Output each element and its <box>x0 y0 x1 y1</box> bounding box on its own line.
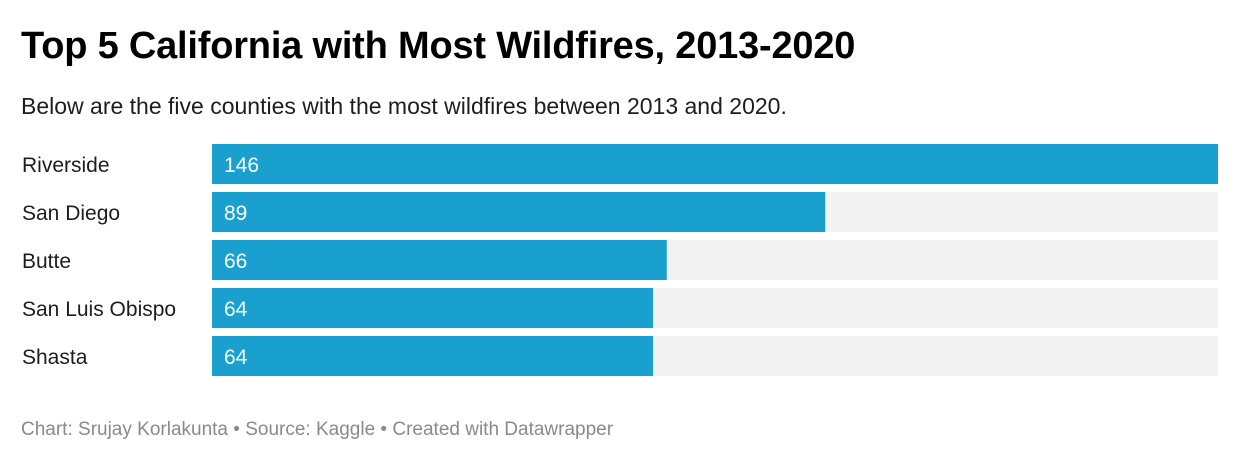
category-label: San Diego <box>22 202 120 225</box>
bar <box>212 288 653 328</box>
footer-separator: • <box>233 419 240 440</box>
bar-row-san-luis-obispo: San Luis Obispo 64 <box>22 288 1218 328</box>
chart-title: Top 5 California with Most Wildfires, 20… <box>21 25 856 67</box>
value-label: 64 <box>224 346 248 369</box>
bar-row-san-diego: San Diego 89 <box>22 192 1218 232</box>
category-label: Shasta <box>22 346 88 369</box>
value-label: 64 <box>224 298 248 321</box>
chart-subtitle: Below are the five counties with the mos… <box>21 93 787 119</box>
bar-row-shasta: Shasta 64 <box>22 336 1218 376</box>
bar <box>212 192 826 232</box>
bar <box>212 336 653 376</box>
category-label: Riverside <box>22 154 110 177</box>
bar-row-butte: Butte 66 <box>22 240 1218 280</box>
category-label: San Luis Obispo <box>22 298 176 321</box>
bar-row-riverside: Riverside 146 <box>22 144 1218 184</box>
value-label: 146 <box>224 154 259 177</box>
value-label: 66 <box>224 250 247 273</box>
bar <box>212 240 667 280</box>
footer-chart-credit: Chart: Srujay Korlakunta <box>21 419 228 440</box>
footer-source: Source: Kaggle <box>245 419 376 440</box>
category-label: Butte <box>22 250 71 273</box>
value-label: 89 <box>224 202 247 225</box>
footer-created-with: Created with Datawrapper <box>392 419 614 440</box>
chart-footer: Chart: Srujay Korlakunta • Source: Kaggl… <box>21 417 613 443</box>
bar <box>212 144 1218 184</box>
footer-separator: • <box>380 419 388 440</box>
